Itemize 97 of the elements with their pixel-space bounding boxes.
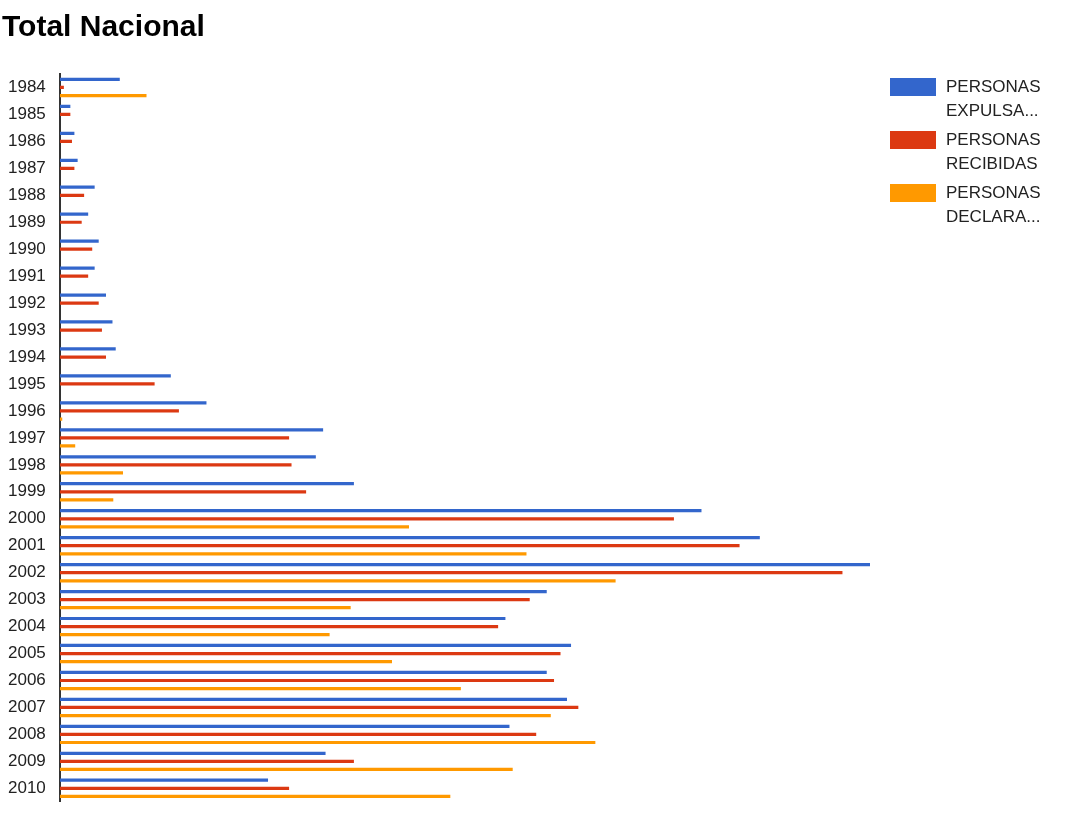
bar bbox=[59, 93, 147, 98]
bar bbox=[59, 643, 572, 648]
bar bbox=[59, 417, 63, 421]
y-tick-label: 2000 bbox=[7, 508, 46, 528]
bar bbox=[59, 471, 124, 475]
bar bbox=[59, 705, 579, 710]
bar bbox=[59, 355, 106, 359]
y-tick-label: 2005 bbox=[7, 643, 46, 663]
bar bbox=[59, 158, 78, 162]
bar bbox=[59, 328, 102, 332]
y-tick-label: 1994 bbox=[7, 346, 46, 366]
bar bbox=[59, 589, 547, 594]
y-tick-label: 1995 bbox=[7, 373, 46, 393]
bar bbox=[59, 616, 506, 621]
bar bbox=[59, 193, 85, 197]
bar bbox=[59, 697, 567, 701]
bar bbox=[59, 490, 307, 494]
bar bbox=[59, 598, 530, 602]
bar bbox=[59, 651, 561, 656]
y-tick-label: 2009 bbox=[7, 751, 46, 771]
y-tick-label: 1993 bbox=[7, 319, 46, 339]
y-tick-label: 1989 bbox=[7, 211, 46, 231]
bar bbox=[59, 751, 326, 755]
y-tick-label: 2003 bbox=[7, 589, 46, 609]
bar bbox=[59, 482, 354, 486]
y-tick-label: 1984 bbox=[7, 77, 46, 97]
y-tick-label: 2002 bbox=[7, 562, 46, 582]
bar bbox=[59, 212, 89, 216]
bar bbox=[59, 579, 616, 583]
y-tick-label: 1996 bbox=[7, 400, 46, 420]
bar bbox=[59, 301, 99, 305]
bar bbox=[59, 85, 64, 90]
bar bbox=[59, 463, 292, 467]
bar bbox=[59, 455, 316, 459]
y-tick-label: 1986 bbox=[7, 131, 46, 151]
bar bbox=[59, 732, 537, 737]
bar bbox=[59, 374, 171, 378]
bar bbox=[59, 660, 392, 664]
bar bbox=[59, 509, 702, 513]
bar bbox=[59, 740, 596, 745]
bar bbox=[59, 678, 555, 683]
bar bbox=[59, 320, 113, 324]
y-tick-label: 2007 bbox=[7, 697, 46, 717]
chart-title: Total Nacional bbox=[2, 9, 205, 43]
bar bbox=[59, 139, 72, 144]
bar bbox=[59, 536, 760, 540]
y-tick-label: 1998 bbox=[7, 454, 46, 474]
bar bbox=[59, 247, 93, 251]
y-tick-label: 1990 bbox=[7, 238, 46, 258]
y-tick-label: 1987 bbox=[7, 158, 46, 178]
bar bbox=[59, 293, 106, 297]
bar bbox=[59, 77, 120, 82]
y-tick-label: 1992 bbox=[7, 292, 46, 312]
bar bbox=[59, 713, 551, 718]
bar bbox=[59, 347, 116, 351]
bar bbox=[59, 606, 351, 610]
y-tick-label: 1985 bbox=[7, 104, 46, 124]
bar bbox=[59, 778, 269, 782]
bar bbox=[59, 498, 114, 502]
bar bbox=[59, 624, 499, 629]
bar bbox=[59, 382, 155, 386]
y-tick-label: 2004 bbox=[7, 616, 46, 636]
bar bbox=[59, 759, 354, 763]
bar bbox=[59, 767, 513, 772]
bar bbox=[59, 239, 99, 243]
bar bbox=[59, 633, 330, 637]
y-tick-label: 2006 bbox=[7, 670, 46, 690]
y-tick-label: 1988 bbox=[7, 184, 46, 204]
bar bbox=[59, 428, 324, 432]
bar bbox=[59, 562, 870, 567]
legend-label: PERSONAS DECLARA... bbox=[946, 182, 1042, 228]
bar bbox=[59, 786, 290, 790]
bar bbox=[59, 274, 89, 278]
y-tick-label: 2001 bbox=[7, 535, 46, 555]
legend-label: PERSONAS RECIBIDAS bbox=[946, 129, 1042, 175]
bar bbox=[59, 552, 527, 556]
y-tick-label: 2008 bbox=[7, 724, 46, 744]
bar bbox=[59, 686, 461, 691]
bar bbox=[59, 444, 76, 448]
y-tick-label: 1997 bbox=[7, 427, 46, 447]
y-tick-label: 2010 bbox=[7, 778, 46, 798]
bar bbox=[59, 670, 547, 675]
bar bbox=[59, 724, 510, 728]
bar bbox=[59, 185, 95, 189]
bar bbox=[59, 436, 290, 440]
bar bbox=[59, 409, 179, 413]
bar bbox=[59, 571, 843, 575]
bar bbox=[59, 220, 82, 224]
bar bbox=[59, 266, 95, 270]
bar bbox=[59, 544, 740, 548]
y-tick-label: 1999 bbox=[7, 481, 46, 501]
bar bbox=[59, 517, 674, 521]
bar bbox=[59, 401, 207, 405]
bar bbox=[59, 525, 410, 529]
bar bbox=[59, 794, 451, 799]
y-tick-label: 1991 bbox=[7, 265, 46, 285]
legend-label: PERSONAS EXPULSA... bbox=[946, 76, 1042, 122]
